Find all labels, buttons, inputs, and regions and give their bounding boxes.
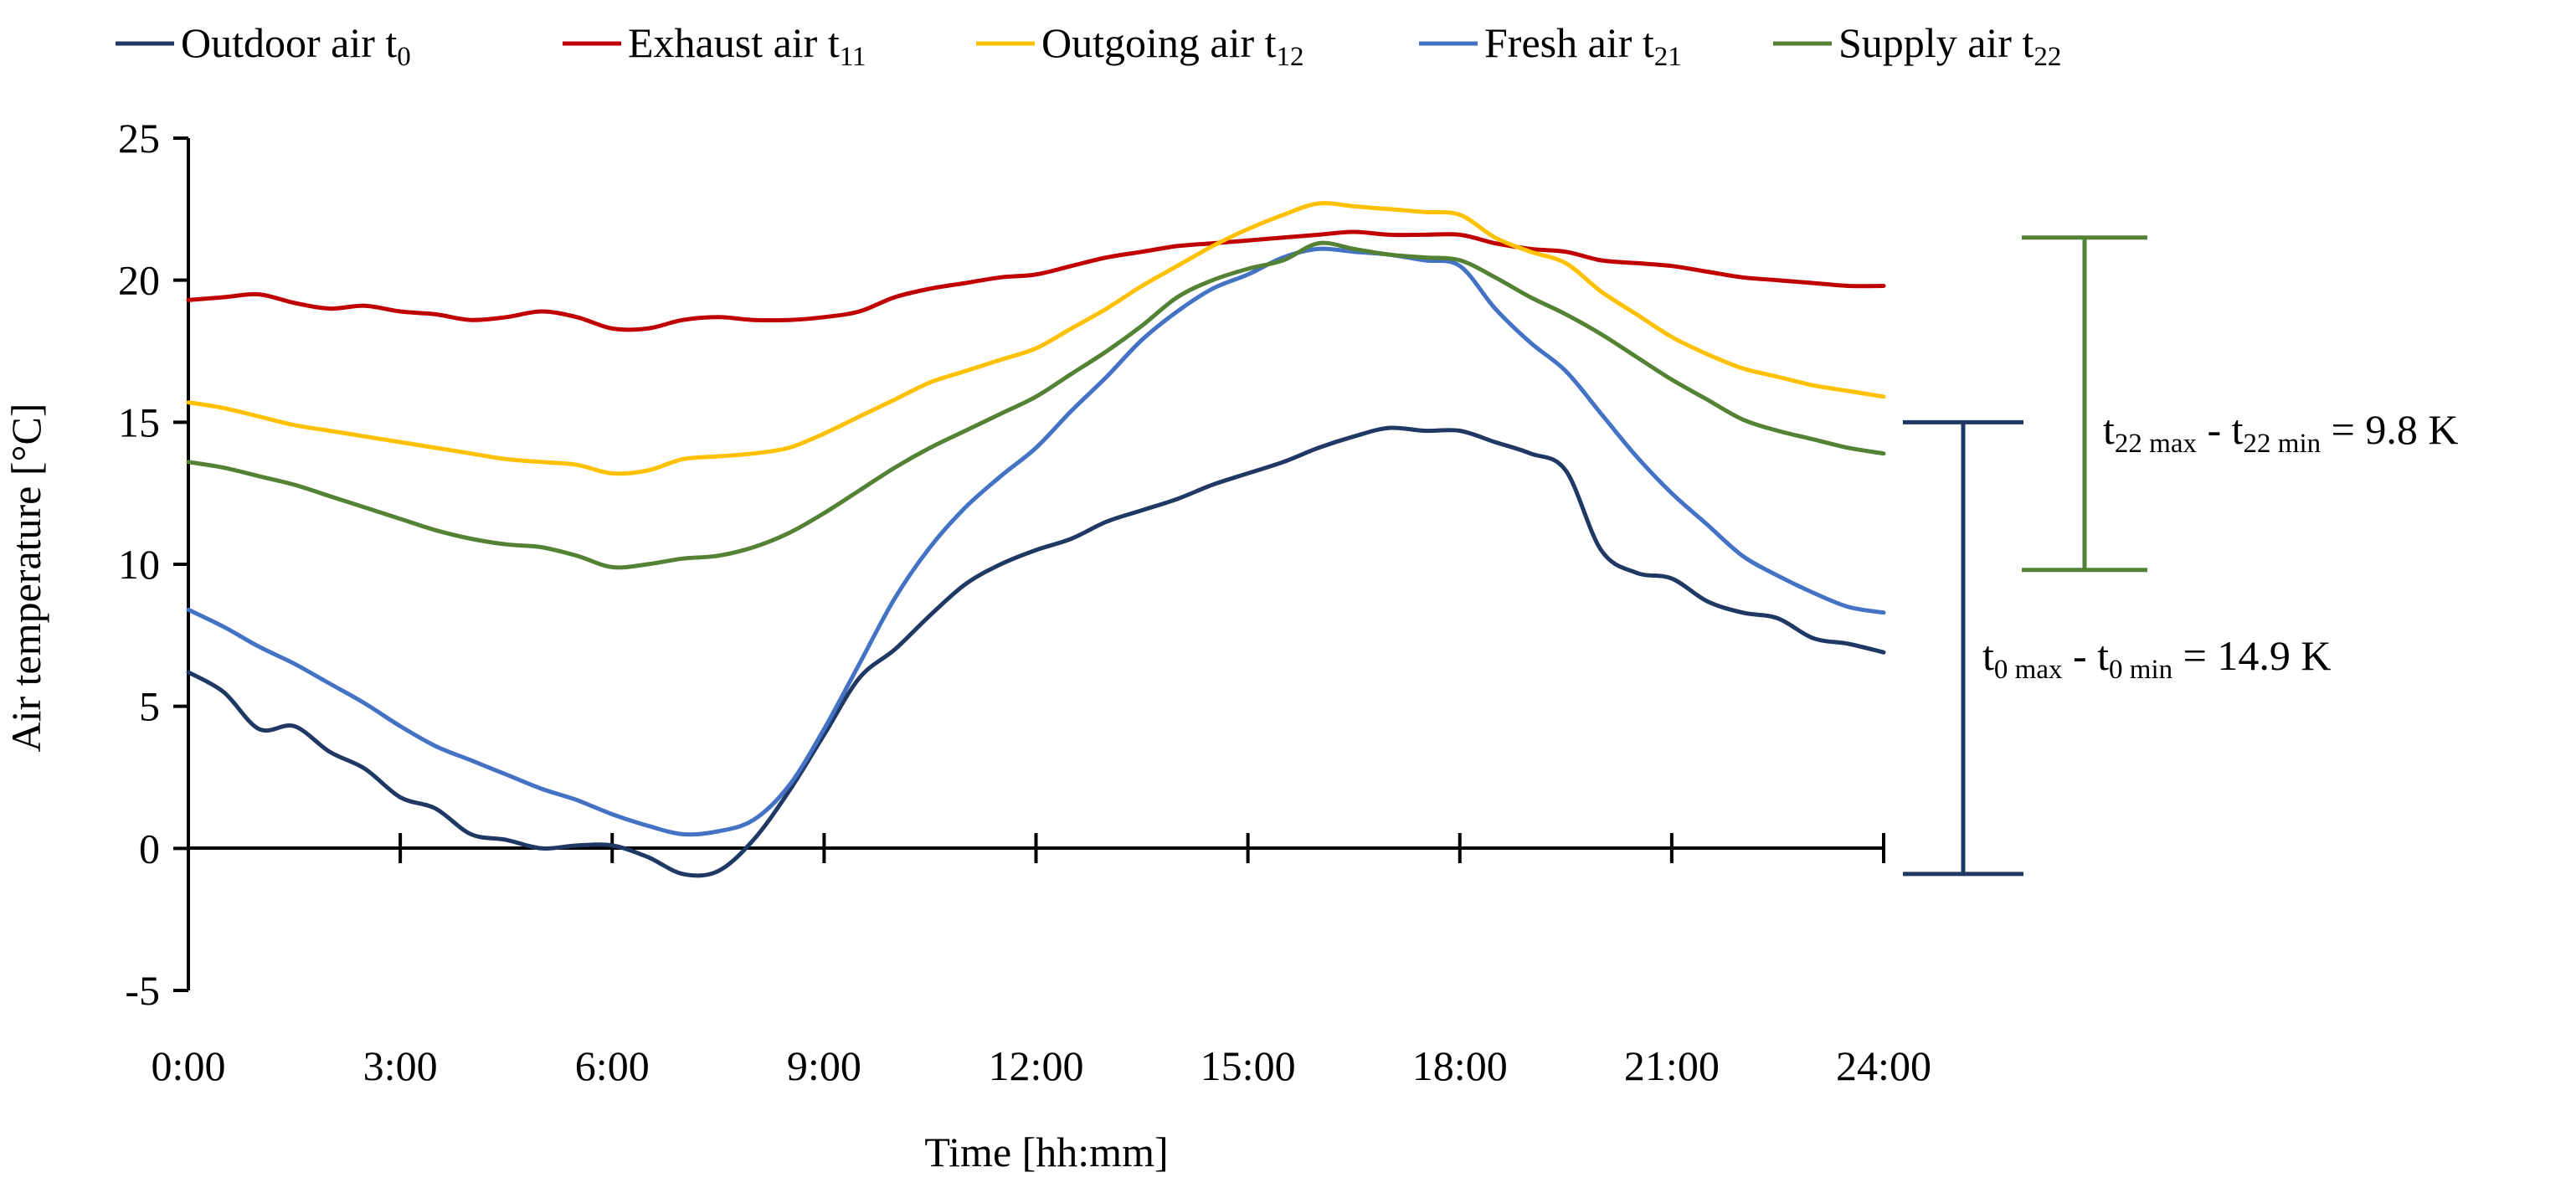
y-tick-label: 10 (118, 541, 160, 588)
legend-label: Exhaust air t11 (628, 19, 866, 72)
legend-item-outdoor-air: Outdoor air t0 (116, 19, 411, 72)
chart-legend: Outdoor air t0 Exhaust air t11 Outgoing ai… (116, 19, 2061, 72)
legend-label: Supply air t22 (1838, 19, 2061, 72)
x-tick-label: 6:00 (575, 1042, 650, 1089)
series-line-supply-air (186, 240, 1886, 570)
range-annotations: t22 max - t22 min = 9.8 K t0 max - t0 min… (1903, 235, 2458, 877)
y-axis-title: Air temperature [°C] (3, 403, 49, 752)
chart-axes: -5 0 5 10 15 20 25 0:00 3:00 6:00 9:00 12:00 15:00 18… (118, 115, 1931, 1089)
legend-item-exhaust-air: Exhaust air t11 (563, 19, 866, 72)
series-line-exhaust-air (186, 229, 1886, 332)
legend-item-fresh-air: Fresh air t21 (1419, 19, 1682, 72)
x-axis-title: Time [hh:mm] (924, 1129, 1168, 1175)
x-tick-label: 24:00 (1836, 1042, 1931, 1089)
range-label: t22 max - t22 min = 9.8 K (2103, 406, 2458, 459)
y-tick-label: -5 (125, 967, 160, 1014)
x-tick-label: 0:00 (152, 1042, 226, 1089)
legend-label: Outdoor air t0 (181, 19, 411, 72)
series-line-outdoor-air (186, 425, 1886, 878)
x-tick-label: 12:00 (989, 1042, 1084, 1089)
x-tick-label: 15:00 (1201, 1042, 1296, 1089)
y-tick-label: 5 (139, 683, 160, 730)
range-annotation-supply-air: t22 max - t22 min = 9.8 K (2022, 235, 2458, 573)
x-tick-label: 18:00 (1412, 1042, 1508, 1089)
y-tick-label: 20 (118, 257, 160, 304)
x-tick-label: 3:00 (363, 1042, 438, 1089)
legend-label: Outgoing air t12 (1041, 19, 1304, 72)
range-label: t0 max - t0 min = 14.9 K (1982, 632, 2331, 685)
y-tick-label: 15 (118, 399, 160, 445)
chart-series (186, 201, 1886, 878)
y-tick-label: 25 (118, 115, 160, 162)
series-line-outgoing-air (186, 201, 1886, 476)
range-annotation-outdoor-air: t0 max - t0 min = 14.9 K (1903, 419, 2331, 877)
x-tick-label: 9:00 (787, 1042, 861, 1089)
y-tick-label: 0 (139, 825, 160, 872)
series-line-fresh-air (186, 246, 1886, 837)
legend-item-supply-air: Supply air t22 (1773, 19, 2061, 72)
x-tick-label: 21:00 (1624, 1042, 1720, 1089)
legend-label: Fresh air t21 (1484, 19, 1682, 72)
legend-item-outgoing-air: Outgoing air t12 (976, 19, 1304, 72)
